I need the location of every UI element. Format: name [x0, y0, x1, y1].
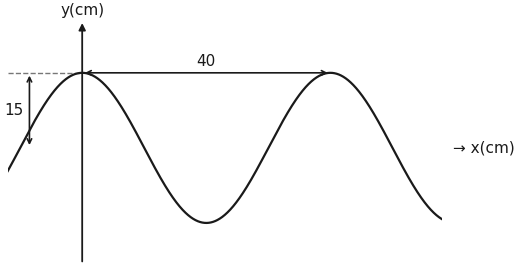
Text: y(cm): y(cm) — [60, 3, 104, 18]
Text: 15: 15 — [4, 103, 23, 118]
Text: → x(cm): → x(cm) — [453, 140, 515, 155]
Text: 40: 40 — [196, 54, 216, 69]
